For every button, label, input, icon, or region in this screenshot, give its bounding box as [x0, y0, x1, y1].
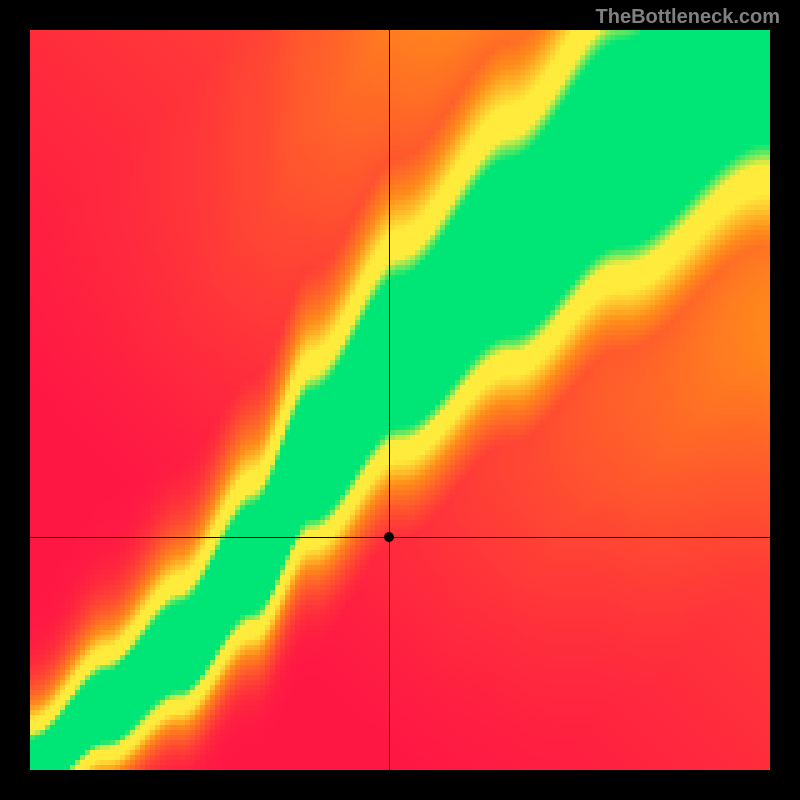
heatmap-canvas: [30, 30, 770, 770]
plot-area: [30, 30, 770, 770]
crosshair-horizontal: [30, 537, 770, 538]
watermark-text: TheBottleneck.com: [596, 6, 780, 29]
data-point-marker: [384, 532, 394, 542]
crosshair-vertical: [389, 30, 390, 770]
